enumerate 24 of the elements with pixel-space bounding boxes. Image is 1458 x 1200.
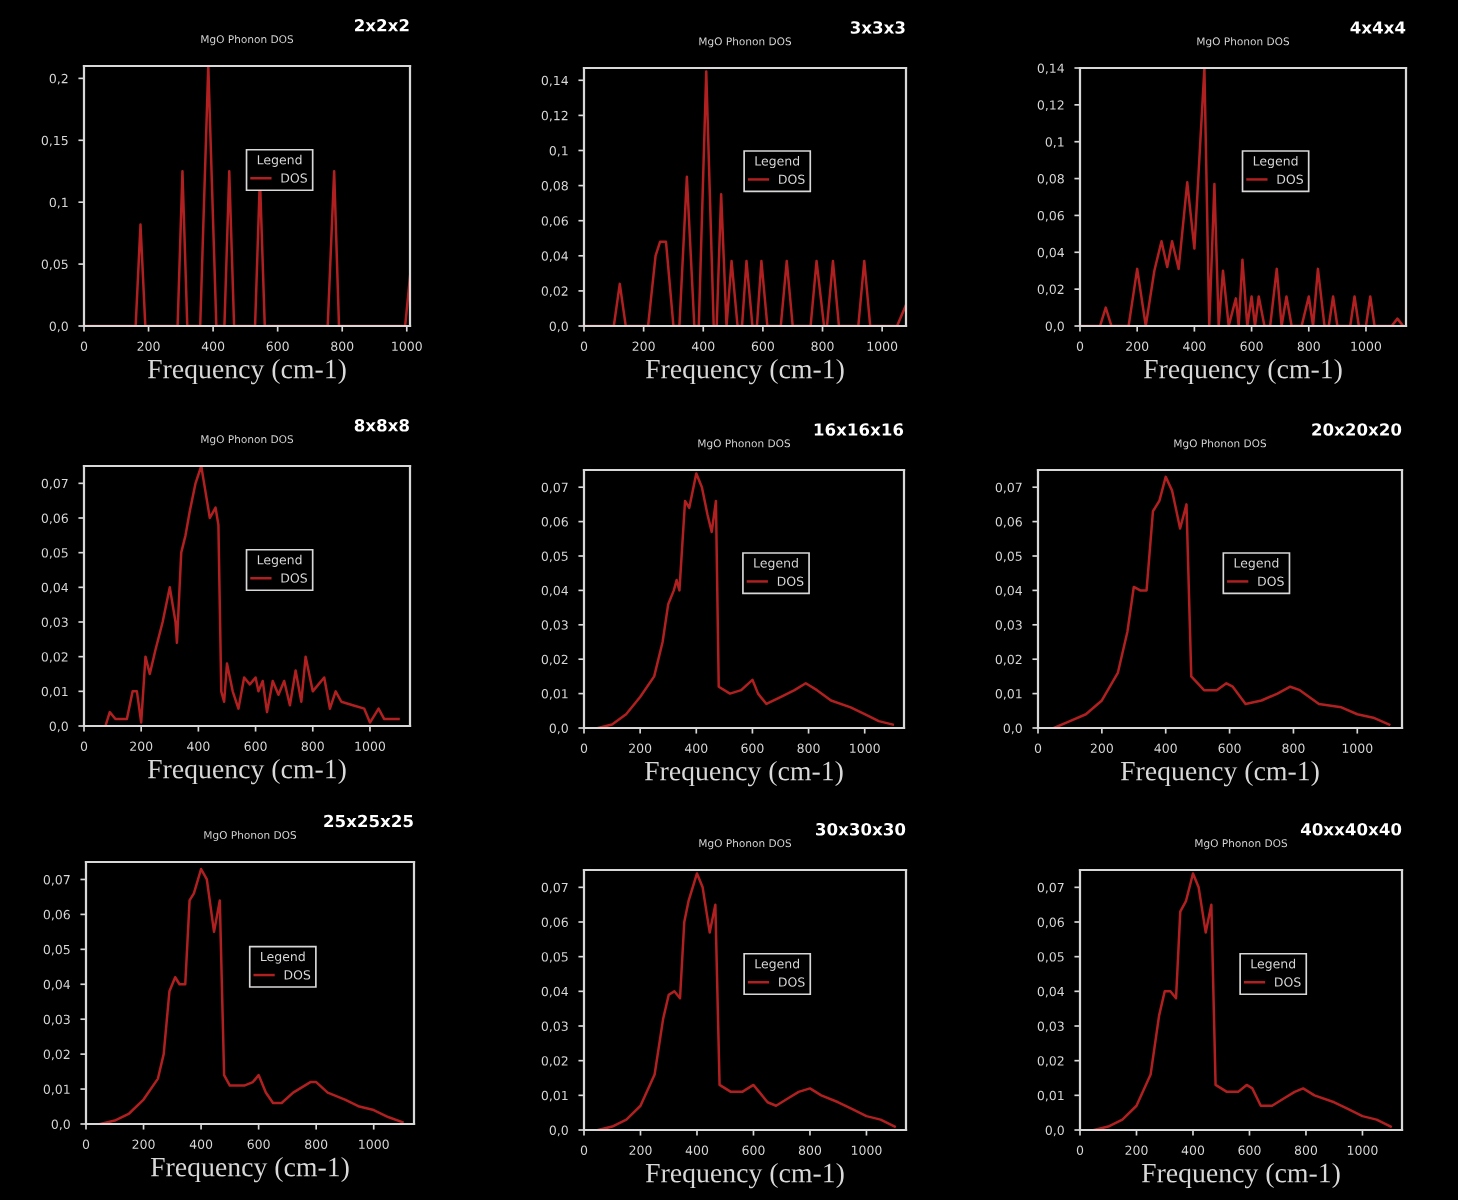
x-axis-title: Frequency (cm-1) (1143, 358, 1342, 385)
chart-subtitle: 40xx40x40 (1300, 822, 1402, 836)
x-axis-title: Frequency (cm-1) (1141, 1162, 1340, 1189)
x-axis-title: Frequency (cm-1) (147, 358, 346, 385)
chart-subtitle: 30x30x30 (816, 822, 906, 836)
x-axis-title: Frequency (cm-1) (645, 358, 844, 385)
chart-subtitle: 8x8x8 (354, 418, 409, 432)
line-series (1052, 475, 1391, 728)
chart-subtitle: 4x4x4 (1350, 21, 1406, 34)
line-series (99, 867, 404, 1124)
x-axis-title: Frequency (cm-1) (147, 758, 346, 785)
chart-subtitle: 3x3x3 (850, 21, 905, 34)
chart-subtitle: 2x2x2 (355, 18, 409, 32)
line-series (596, 472, 895, 728)
chart-subtitle: 20x20x20 (1312, 423, 1402, 436)
x-axis-title: Frequency (cm-1) (1120, 760, 1319, 787)
x-axis-title: Frequency (cm-1) (645, 1162, 844, 1189)
x-axis-title: Frequency (cm-1) (644, 760, 843, 787)
chart-subtitle: 25x25x25 (324, 814, 413, 828)
line-series (104, 466, 400, 726)
line-series (1092, 872, 1392, 1130)
x-axis-title: Frequency (cm-1) (150, 1156, 349, 1183)
line-series (596, 872, 896, 1130)
chart-subtitle: 16x16x16 (814, 423, 904, 436)
